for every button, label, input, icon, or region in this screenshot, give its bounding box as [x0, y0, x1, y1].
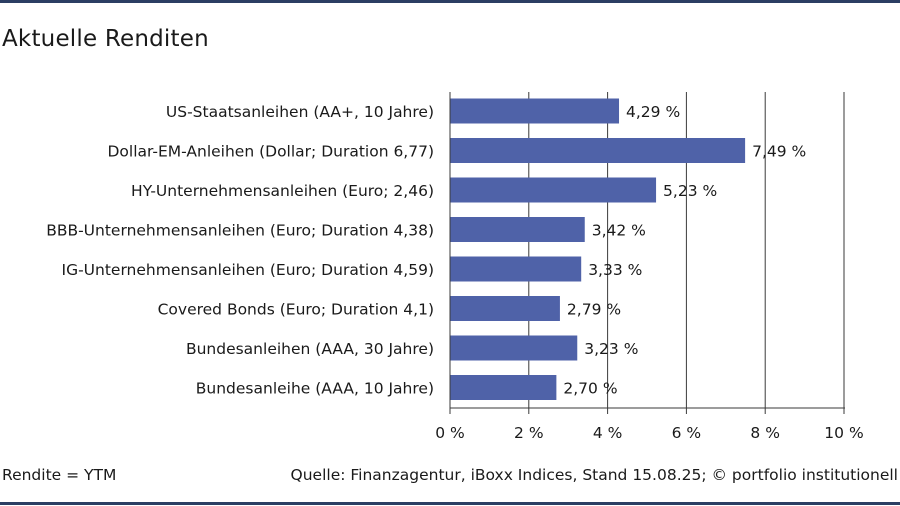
data-label: 2,70 % [563, 380, 617, 398]
bar [450, 138, 746, 163]
category-label: IG-Unternehmensanleihen (Euro; Duration … [62, 261, 435, 279]
data-label: 3,42 % [592, 222, 646, 240]
source-note: Quelle: Finanzagentur, iBoxx Indices, St… [290, 466, 898, 484]
x-tick-label: 4 % [593, 424, 623, 442]
x-tick-label: 10 % [824, 424, 863, 442]
bar [450, 256, 582, 282]
data-label: 7,49 % [752, 143, 806, 161]
bar [450, 177, 657, 203]
category-label: Bundesanleihen (AAA, 30 Jahre) [186, 340, 434, 358]
bar [450, 375, 557, 400]
category-label: BBB-Unternehmensanleihen (Euro; Duration… [46, 222, 434, 240]
bar [450, 335, 578, 361]
bar [450, 296, 560, 321]
data-label: 2,79 % [567, 301, 621, 319]
data-label: 3,33 % [588, 261, 642, 279]
x-tick-label: 6 % [672, 424, 702, 442]
x-tick-label: 2 % [514, 424, 544, 442]
bar [450, 217, 585, 242]
data-label: 4,29 % [626, 103, 680, 121]
x-tick-label: 8 % [750, 424, 780, 442]
category-label: Dollar-EM-Anleihen (Dollar; Duration 6,7… [107, 143, 434, 161]
category-label: HY-Unternehmensanleihen (Euro; 2,46) [131, 182, 434, 200]
data-label: 5,23 % [663, 182, 717, 200]
bar [450, 98, 620, 124]
data-label: 3,23 % [584, 340, 638, 358]
top-rule [0, 0, 900, 3]
x-tick-label: 0 % [435, 424, 465, 442]
chart-title: Aktuelle Renditen [2, 26, 209, 52]
category-label: Bundesanleihe (AAA, 10 Jahre) [196, 380, 434, 398]
category-label: Covered Bonds (Euro; Duration 4,1) [158, 301, 434, 319]
footnote-yield-definition: Rendite = YTM [2, 466, 117, 484]
category-label: US-Staatsanleihen (AA+, 10 Jahre) [166, 103, 434, 121]
bottom-rule [0, 502, 900, 505]
